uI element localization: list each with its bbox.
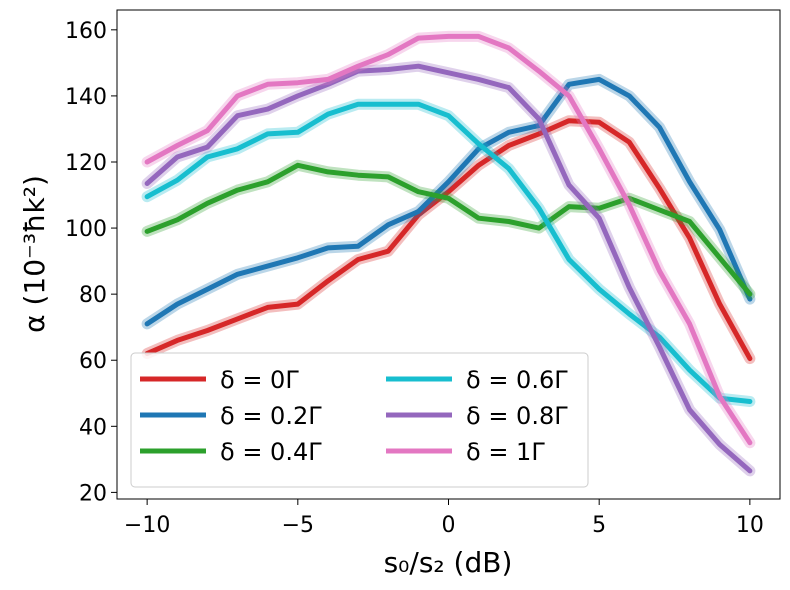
series-4 [141,60,756,477]
legend-box [130,352,589,488]
series-1-line [144,76,753,327]
x-axis-ticks: −10 −5 0 5 10 [124,499,764,538]
y-tick-label: 160 [65,19,107,44]
legend-entry-1: δ = 0.2Γ [220,402,322,430]
y-tick-label: 40 [79,415,107,440]
legend-entry-4: δ = 0.8Γ [466,402,568,430]
x-tick-label: −10 [124,513,170,538]
series-2-line [144,162,753,297]
series-0 [141,115,756,365]
series-0-line [144,118,753,362]
series-5 [141,30,756,449]
y-tick-label: 120 [65,151,107,176]
y-axis-label: α (10⁻³ħk²) [18,175,51,333]
legend-entry-2: δ = 0.4Γ [220,438,322,466]
y-tick-label: 140 [65,85,107,110]
y-tick-label: 100 [65,217,107,242]
x-tick-label: 10 [736,513,764,538]
y-axis-ticks: 20 40 60 80 100 120 140 160 [65,19,117,506]
x-axis-label: s₀/s₂ (dB) [384,546,513,579]
series-1 [141,73,756,330]
y-tick-label: 60 [79,349,107,374]
series-2 [141,159,756,300]
legend-entry-0: δ = 0Γ [220,366,299,394]
legend: δ = 0Γ δ = 0.2Γ δ = 0.4Γ δ = 0.6Γ δ = 0.8Γ δ … [130,352,589,488]
y-tick-label: 80 [79,283,107,308]
legend-entry-3: δ = 0.6Γ [466,366,568,394]
y-tick-label: 20 [79,481,107,506]
series-4-line [144,63,753,474]
series-5-line [144,33,753,446]
x-tick-label: −5 [282,513,314,538]
x-tick-label: 5 [592,513,606,538]
x-tick-label: 0 [442,513,456,538]
series-layer [141,30,756,477]
legend-entry-5: δ = 1Γ [466,438,545,466]
